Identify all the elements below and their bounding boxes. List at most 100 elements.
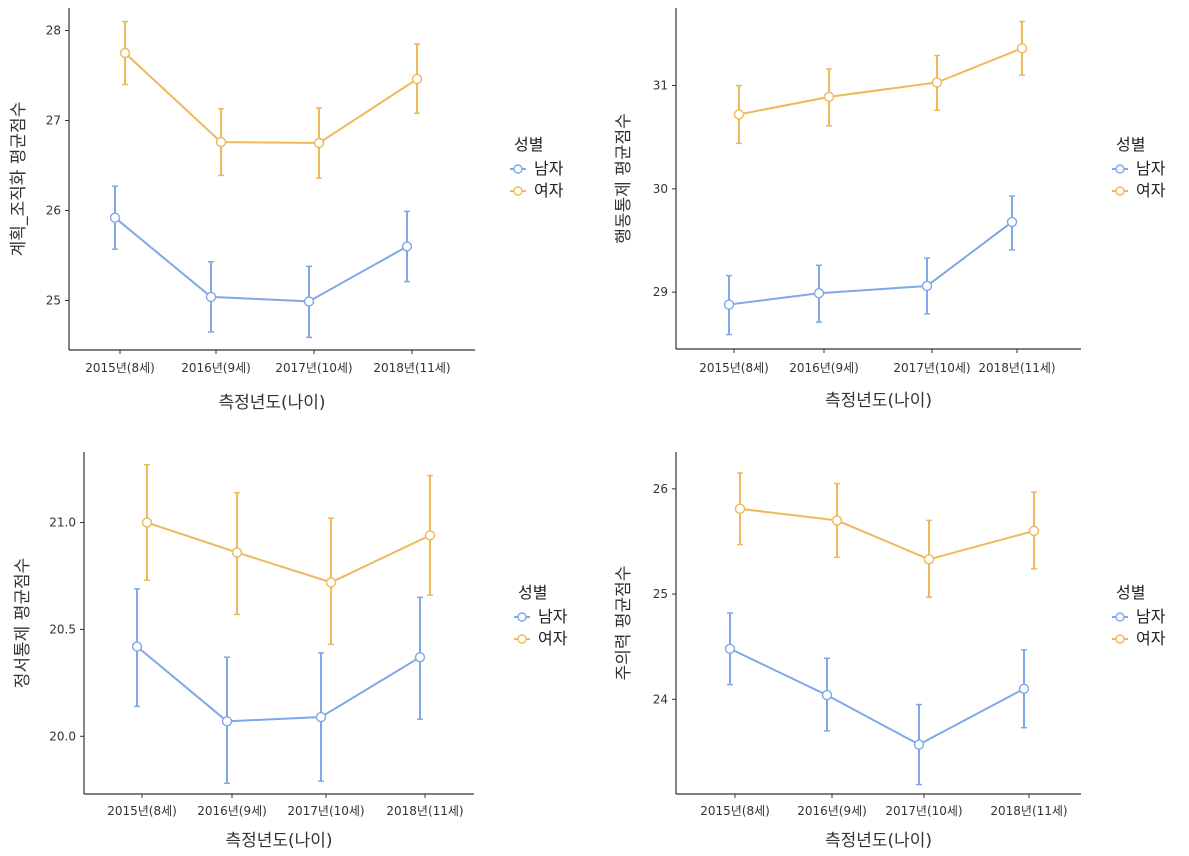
x-tick-label: 2018년(11세) xyxy=(990,804,1067,818)
x-tick-label: 2017년(10세) xyxy=(893,361,970,375)
data-point xyxy=(411,73,423,85)
series-line xyxy=(739,507,1035,561)
data-point xyxy=(823,91,835,103)
series-female xyxy=(119,20,423,179)
y-tick-label: 28 xyxy=(46,24,61,38)
x-tick-label: 2016년(9세) xyxy=(197,804,267,818)
legend-label: 여자 xyxy=(1136,181,1166,200)
y-tick-label: 31 xyxy=(653,79,668,93)
x-tick-label: 2018년(11세) xyxy=(373,361,450,375)
data-point xyxy=(1006,216,1018,228)
data-point xyxy=(414,651,426,663)
series-line xyxy=(729,647,1025,746)
x-tick-label: 2015년(8세) xyxy=(699,361,769,375)
y-axis-title: 주의력 평균점수 xyxy=(614,566,634,681)
legend-key-point xyxy=(1115,612,1125,622)
y-tick-label: 24 xyxy=(653,692,668,706)
legend-label: 남자 xyxy=(1136,159,1166,178)
x-tick-label: 2017년(10세) xyxy=(287,804,364,818)
series-male xyxy=(131,588,426,785)
y-tick-label: 27 xyxy=(46,114,61,128)
x-tick-label: 2016년(9세) xyxy=(797,804,867,818)
data-point xyxy=(921,280,933,292)
data-point xyxy=(401,241,413,252)
series-female xyxy=(733,20,1028,145)
y-tick-label: 21.0 xyxy=(49,516,76,530)
chart-behavior-control: 29 30 31 2015년(8세) 2016년(9세) 2017년(10세) 2018년(… xyxy=(614,8,1166,411)
data-point xyxy=(109,212,121,223)
x-tick-label: 2015년(8세) xyxy=(107,804,177,818)
legend-title: 성별 xyxy=(518,583,547,602)
legend-label: 남자 xyxy=(538,607,568,626)
series-male xyxy=(724,612,1030,786)
chart-emotion-control: 20.0 20.5 21.0 2015년(8세) 2016년(9세) 2017년(10세)… xyxy=(13,452,568,851)
y-tick-label: 20.5 xyxy=(49,622,76,636)
data-point xyxy=(313,137,325,149)
series-male xyxy=(723,195,1018,336)
chart-attention: 24 25 26 2015년(8세) 2016년(9세) 2017년(10세) 2018년(… xyxy=(614,452,1166,851)
legend-label: 여자 xyxy=(538,629,568,648)
legend-key-point xyxy=(517,634,527,644)
x-tick-label: 2017년(10세) xyxy=(275,361,352,375)
chart-planning-organizing: 25 26 27 28 2015년(8세) 2016년(9세) 2017년(10세) 2018… xyxy=(9,8,564,413)
y-tick-label: 29 xyxy=(653,285,668,299)
data-point xyxy=(221,716,233,727)
x-tick-label: 2016년(9세) xyxy=(181,361,251,375)
y-tick-label: 26 xyxy=(46,204,61,218)
x-tick-label: 2017년(10세) xyxy=(885,804,962,818)
y-tick-label: 20.0 xyxy=(49,729,76,743)
data-point xyxy=(119,47,131,59)
series-line xyxy=(738,47,1023,116)
data-point xyxy=(813,288,825,299)
y-tick-label: 25 xyxy=(653,587,668,601)
legend-key-point xyxy=(1115,634,1125,644)
data-point xyxy=(1018,683,1030,694)
x-axis-title: 측정년도(나이) xyxy=(825,391,932,411)
x-axis-title: 측정년도(나이) xyxy=(825,831,932,851)
legend-key-point xyxy=(517,612,527,622)
x-axis-title: 측정년도(나이) xyxy=(218,393,325,413)
data-point xyxy=(1028,525,1040,537)
data-point xyxy=(315,711,327,723)
series-line xyxy=(136,645,421,723)
data-point xyxy=(913,739,925,750)
legend-label: 남자 xyxy=(1136,607,1166,626)
legend-label: 남자 xyxy=(534,159,564,178)
series-line xyxy=(728,221,1013,306)
data-point xyxy=(231,547,243,558)
series-male xyxy=(109,185,413,339)
y-axis-title: 정서통제 평균점수 xyxy=(13,558,33,689)
data-point xyxy=(831,515,843,526)
data-point xyxy=(1016,43,1028,54)
data-point xyxy=(131,641,143,652)
data-point xyxy=(215,136,227,148)
legend-key-point xyxy=(513,164,523,174)
data-point xyxy=(734,503,746,515)
x-tick-label: 2015년(8세) xyxy=(700,804,770,818)
data-point xyxy=(205,291,217,303)
y-tick-label: 26 xyxy=(653,482,668,496)
series-female xyxy=(141,464,436,646)
data-point xyxy=(923,554,935,565)
legend-title: 성별 xyxy=(1116,583,1145,602)
legend-label: 여자 xyxy=(534,181,564,200)
y-tick-label: 30 xyxy=(653,182,668,196)
legend-key-point xyxy=(1115,186,1125,196)
legend-key-point xyxy=(513,186,523,196)
data-point xyxy=(424,530,436,541)
x-axis-title: 측정년도(나이) xyxy=(225,831,332,851)
data-point xyxy=(724,643,736,654)
legend-key-point xyxy=(1115,164,1125,174)
y-tick-label: 25 xyxy=(46,294,61,308)
data-point xyxy=(931,77,943,88)
x-tick-label: 2016년(9세) xyxy=(789,361,859,375)
data-point xyxy=(733,109,745,120)
data-point xyxy=(723,299,735,310)
data-point xyxy=(141,517,153,528)
series-line xyxy=(146,521,431,584)
x-tick-label: 2015년(8세) xyxy=(85,361,155,375)
legend-label: 여자 xyxy=(1136,629,1166,648)
